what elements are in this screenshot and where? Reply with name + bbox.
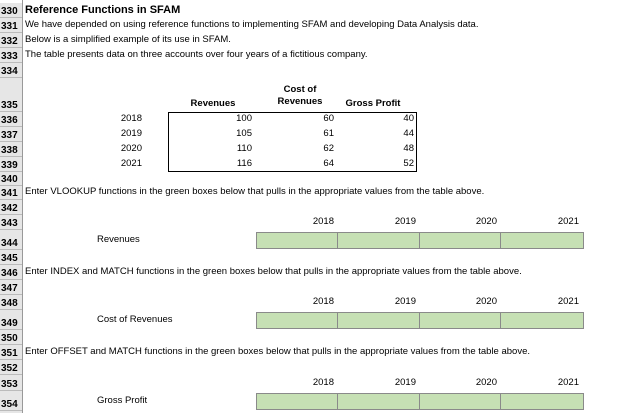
table-value: 62 <box>323 143 334 154</box>
table-value: 64 <box>323 158 334 169</box>
year-label: 2019 <box>120 128 142 139</box>
table-value: 48 <box>403 143 414 154</box>
table-value: 110 <box>236 143 252 154</box>
row-header: 330 <box>0 3 22 18</box>
row-label: Gross Profit <box>97 395 148 406</box>
table-value: 52 <box>403 158 414 169</box>
row-header: 331 <box>0 18 22 33</box>
row-header: 339 <box>0 157 22 172</box>
row-header: 342 <box>0 200 22 215</box>
intro-line: The table presents data on three account… <box>25 49 368 60</box>
table-value: 105 <box>236 128 252 139</box>
input-cell[interactable] <box>419 232 501 249</box>
year-label: 2020 <box>120 143 142 154</box>
year-header: 2020 <box>475 377 497 388</box>
row-header: 350 <box>0 330 22 345</box>
table-header: Revenues <box>190 98 236 109</box>
row-header: 336 <box>0 112 22 127</box>
instruction: Enter OFFSET and MATCH functions in the … <box>25 346 531 357</box>
intro-line: Below is a simplified example of its use… <box>25 34 231 45</box>
table-value: 100 <box>236 113 252 124</box>
table-value: 44 <box>403 128 414 139</box>
table-header: Cost of Revenues <box>277 84 323 107</box>
row-header: 333 <box>0 48 22 63</box>
input-cell[interactable] <box>337 232 420 249</box>
row-header: 348 <box>0 295 22 310</box>
row-header: 352 <box>0 360 22 375</box>
row-header: 346 <box>0 265 22 280</box>
table-value: 116 <box>236 158 252 169</box>
table-value: 61 <box>323 128 334 139</box>
row-header: 344 <box>0 230 22 250</box>
year-header: 2018 <box>312 216 334 227</box>
instruction: Enter VLOOKUP functions in the green box… <box>25 186 485 197</box>
row-header: 347 <box>0 280 22 295</box>
row-header: 349 <box>0 310 22 330</box>
table-border <box>168 112 417 172</box>
row-header: 334 <box>0 63 22 78</box>
row-header: 335 <box>0 78 22 112</box>
instruction: Enter INDEX and MATCH functions in the g… <box>25 266 522 277</box>
year-label: 2021 <box>120 158 142 169</box>
input-cell[interactable] <box>500 232 584 249</box>
input-cell[interactable] <box>256 232 338 249</box>
input-cell[interactable] <box>419 312 501 329</box>
year-header: 2021 <box>557 216 579 227</box>
table-value: 40 <box>403 113 414 124</box>
year-header: 2019 <box>394 296 416 307</box>
row-header: 354 <box>0 391 22 411</box>
row-header: 353 <box>0 375 22 391</box>
input-cell[interactable] <box>500 393 584 410</box>
year-header: 2018 <box>312 377 334 388</box>
row-header-divider <box>22 0 23 413</box>
year-header: 2021 <box>557 296 579 307</box>
row-header: 341 <box>0 186 22 200</box>
table-header: Gross Profit <box>345 98 401 109</box>
row-header: 351 <box>0 345 22 360</box>
input-cell[interactable] <box>256 312 338 329</box>
year-header: 2021 <box>557 377 579 388</box>
row-header: 332 <box>0 33 22 48</box>
input-cell[interactable] <box>500 312 584 329</box>
input-cell[interactable] <box>337 393 420 410</box>
year-header: 2019 <box>394 377 416 388</box>
row-header: 340 <box>0 172 22 186</box>
row-label: Cost of Revenues <box>97 314 173 325</box>
row-header: 337 <box>0 127 22 142</box>
year-header: 2019 <box>394 216 416 227</box>
year-header: 2020 <box>475 296 497 307</box>
year-header: 2020 <box>475 216 497 227</box>
input-cell[interactable] <box>256 393 338 410</box>
year-header: 2018 <box>312 296 334 307</box>
row-header: 345 <box>0 250 22 265</box>
input-cell[interactable] <box>419 393 501 410</box>
row-header: 338 <box>0 142 22 157</box>
row-header: 355 <box>0 411 22 413</box>
intro-line: We have depended on using reference func… <box>25 19 479 30</box>
title: Reference Functions in SFAM <box>25 4 181 16</box>
year-label: 2018 <box>120 113 142 124</box>
input-cell[interactable] <box>337 312 420 329</box>
row-header: 343 <box>0 215 22 230</box>
table-value: 60 <box>323 113 334 124</box>
row-label: Revenues <box>97 234 140 245</box>
